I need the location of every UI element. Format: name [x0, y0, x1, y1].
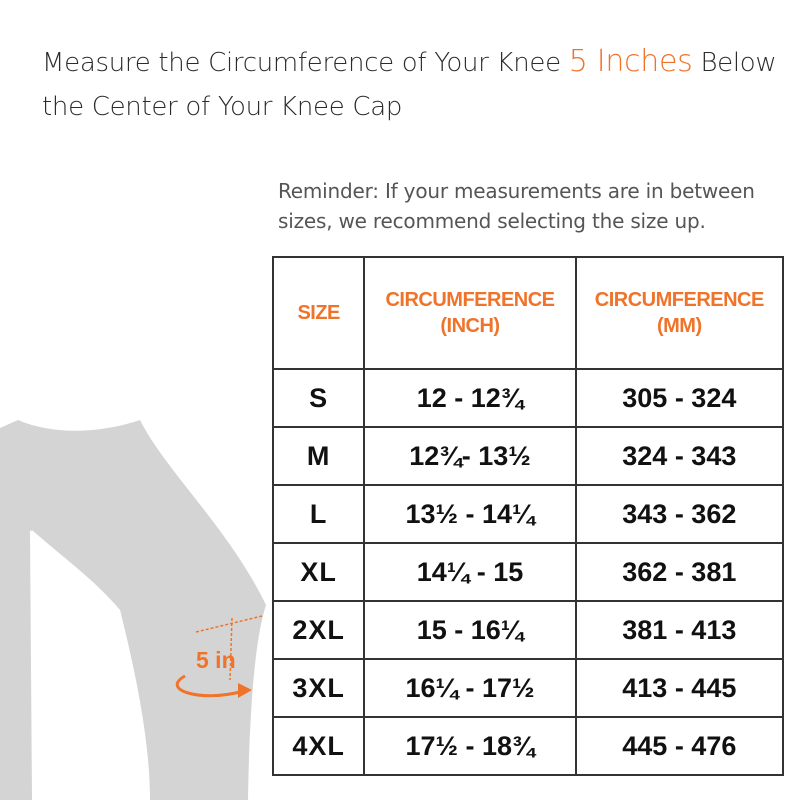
table-header-row: SIZE CIRCUMFERENCE (INCH) CIRCUMFERENCE …: [271, 256, 785, 370]
vertical-guide-line: [229, 617, 233, 681]
title-accent: 5 Inches: [568, 44, 693, 79]
page-title: Measure the Circumference of Your Knee 5…: [42, 40, 782, 129]
table-row: 4XL 17½ - 18¾ 445 - 476: [271, 716, 785, 776]
reminder-note: Reminder: If your measurements are in be…: [278, 176, 778, 236]
table-row: M 12¾- 13½ 324 - 343: [271, 426, 785, 486]
reminder-line-2: sizes, we recommend selecting the size u…: [278, 209, 706, 233]
size-cell: 4XL: [271, 716, 366, 776]
mm-cell: 305 - 324: [574, 368, 785, 428]
knee-measurement-illustration: 5 in: [0, 420, 266, 800]
table-row: 3XL 16¼ - 17½ 413 - 445: [271, 658, 785, 718]
mm-cell: 343 - 362: [574, 484, 785, 544]
arrowhead-icon: [238, 683, 252, 698]
inch-cell: 17½ - 18¾: [363, 716, 577, 776]
size-cell: S: [271, 368, 366, 428]
title-text-start: Measure the Circumference of Your Knee: [42, 48, 561, 78]
header-mm-line-2: (MM): [656, 315, 702, 337]
reminder-line-1: Reminder: If your measurements are in be…: [278, 179, 755, 203]
header-inch-line-2: (INCH): [440, 315, 500, 337]
leg-inner-gap: [32, 530, 126, 638]
mm-cell: 445 - 476: [574, 716, 785, 776]
size-chart-table: SIZE CIRCUMFERENCE (INCH) CIRCUMFERENCE …: [271, 256, 785, 776]
inch-cell: 14¼ - 15: [363, 542, 577, 602]
size-cell: M: [271, 426, 366, 486]
mm-cell: 324 - 343: [574, 426, 785, 486]
size-cell: L: [271, 484, 366, 544]
size-cell: XL: [271, 542, 366, 602]
title-text-end: Below the Center of Your Knee Cap: [42, 48, 777, 122]
leg-silhouette: [0, 420, 266, 800]
inch-cell: 16¼ - 17½: [363, 658, 577, 718]
header-inch-line-1: CIRCUMFERENCE: [385, 289, 555, 311]
table-row: L 13½ - 14¼ 343 - 362: [271, 484, 785, 544]
mm-cell: 362 - 381: [574, 542, 785, 602]
measure-line: [195, 615, 263, 633]
header-mm-line-1: CIRCUMFERENCE: [594, 289, 765, 311]
header-size: SIZE: [271, 256, 366, 370]
mm-cell: 381 - 413: [574, 600, 785, 660]
size-cell: 3XL: [271, 658, 366, 718]
inch-cell: 12 - 12¾: [363, 368, 577, 428]
measure-label: 5 in: [196, 647, 236, 673]
table-row: XL 14¼ - 15 362 - 381: [271, 542, 785, 602]
header-circumference-mm: CIRCUMFERENCE (MM): [574, 256, 785, 370]
inch-cell: 13½ - 14¼: [363, 484, 577, 544]
table-row: S 12 - 12¾ 305 - 324: [271, 368, 785, 428]
circumference-arrow-icon: [175, 674, 241, 698]
size-cell: 2XL: [271, 600, 366, 660]
header-circumference-inch: CIRCUMFERENCE (INCH): [363, 256, 577, 370]
mm-cell: 413 - 445: [574, 658, 785, 718]
inch-cell: 15 - 16¼: [363, 600, 577, 660]
table-row: 2XL 15 - 16¼ 381 - 413: [271, 600, 785, 660]
inch-cell: 12¾- 13½: [363, 426, 577, 486]
